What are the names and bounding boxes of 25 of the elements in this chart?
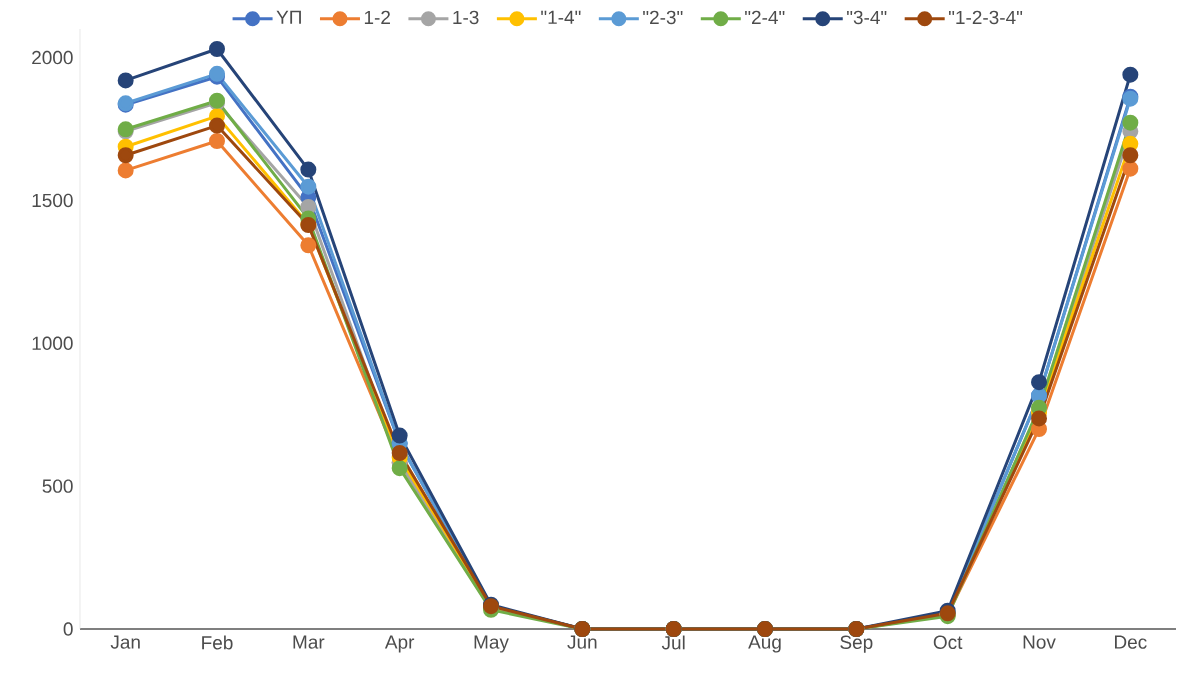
y-tick-label: 500: [42, 479, 73, 493]
x-tick-label: Jan: [110, 635, 140, 649]
y-tick-label: 1000: [32, 336, 73, 351]
x-tick-label: Dec: [1115, 635, 1147, 649]
legend-label: "2-4": [745, 10, 785, 24]
legend-label: 1-2: [364, 10, 390, 24]
x-tick-label: Jun: [567, 635, 597, 649]
x-tick-label: Feb: [202, 635, 233, 650]
legend-label: 1-3: [453, 10, 479, 25]
y-tick-label: 2000: [32, 50, 73, 65]
x-tick-label: Oct: [933, 635, 963, 649]
x-tick-label: Apr: [384, 635, 415, 653]
x-tick-label: Nov: [1023, 635, 1056, 649]
legend-label: "1-2-3-4": [948, 10, 1023, 25]
x-tick-label: Aug: [748, 635, 781, 653]
y-tick-label: 0: [63, 622, 73, 636]
legend-label: "2-3": [643, 10, 683, 25]
legend-label: "3-4": [847, 10, 887, 25]
legend-label: "1-4": [541, 10, 581, 24]
y-tick-label: 1500: [32, 193, 73, 208]
x-tick-label: Mar: [293, 635, 325, 649]
x-tick-label: Sep: [840, 635, 873, 653]
x-tick-label: May: [474, 635, 509, 653]
x-tick-label: Jul: [661, 635, 685, 650]
legend-label: ΥΠ: [276, 10, 301, 24]
